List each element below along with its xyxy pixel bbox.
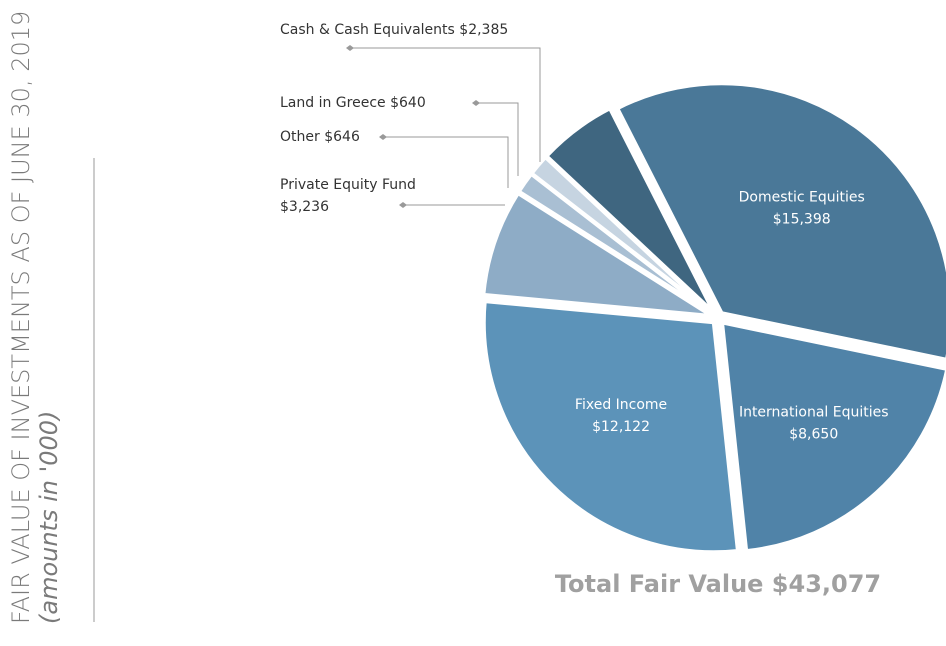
- slice-name: Cash & Cash Equivalents: [280, 22, 455, 38]
- slice-value-label: $646: [324, 129, 360, 145]
- slice-value-label: $640: [390, 95, 426, 111]
- slice-value-label: $2,385: [459, 22, 508, 38]
- pie-slice: [719, 319, 946, 554]
- pie-slice: [614, 81, 946, 362]
- slice-label: Domestic Equities: [739, 189, 865, 205]
- slice-value-label: $8,650: [789, 427, 838, 443]
- slice-label: Fixed Income: [575, 397, 667, 413]
- leader-dot: [399, 202, 407, 208]
- pie-slice: [481, 190, 714, 319]
- leader-dot: [379, 134, 387, 140]
- slice-value-label: $15,398: [773, 211, 831, 227]
- slice-name: Other: [280, 129, 320, 145]
- leader-line: [383, 136, 509, 188]
- leader-line: [476, 102, 519, 176]
- chart-title: FAIR VALUE OF INVESTMENTS AS OF JUNE 30,…: [7, 11, 35, 624]
- slice-label: Land in Greece $640: [280, 95, 426, 111]
- slice-label: International Equities: [739, 405, 889, 421]
- pie-slice: [481, 298, 741, 555]
- slice-name: Land in Greece: [280, 95, 386, 111]
- leader-line: [350, 47, 541, 162]
- leader-dot: [346, 45, 354, 51]
- chart-subtitle: (amounts in '000): [35, 411, 63, 624]
- slice-label: Other $646: [280, 129, 360, 145]
- slice-label: Private Equity Fund: [280, 177, 416, 193]
- slice-label: Cash & Cash Equivalents $2,385: [280, 22, 508, 38]
- pie-slice: [543, 105, 717, 315]
- leader-dot: [472, 100, 480, 106]
- total-label: Total Fair Value $43,077: [555, 570, 881, 598]
- slice-value-label: $12,122: [592, 419, 650, 435]
- slice-value-label: $3,236: [280, 199, 329, 215]
